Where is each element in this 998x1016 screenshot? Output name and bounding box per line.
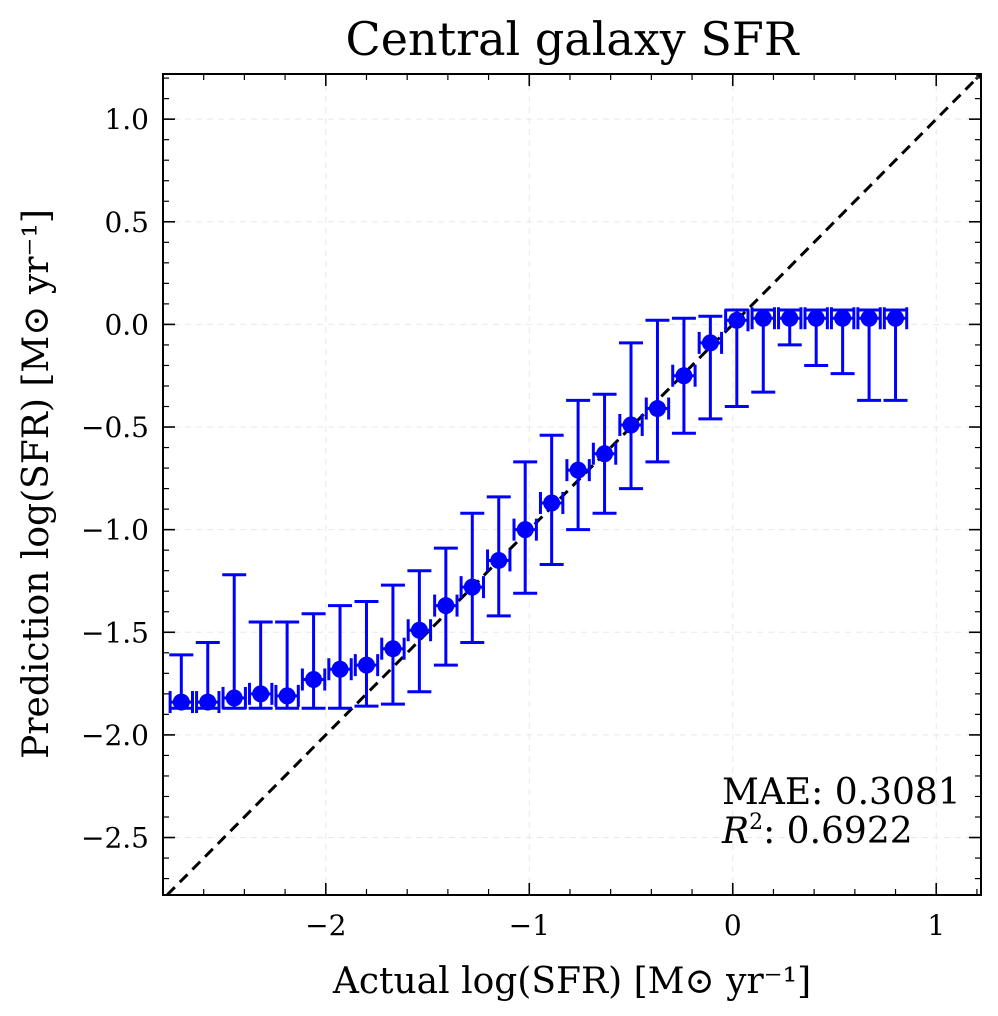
data-point-group [486, 495, 512, 618]
data-point [278, 687, 296, 705]
data-point-group [380, 583, 406, 706]
y-tick-label: −2.5 [81, 822, 149, 855]
data-point [199, 693, 217, 711]
data-point-group [274, 620, 300, 710]
data-point [887, 309, 905, 327]
chart-title: Central galaxy SFR [346, 12, 800, 66]
y-tick-label: −1.0 [81, 514, 149, 547]
data-point-group [750, 307, 776, 394]
data-point-group [591, 392, 618, 515]
data-point [305, 670, 323, 688]
data-point-group [565, 398, 591, 532]
data-point-group [882, 307, 909, 402]
data-point [754, 309, 772, 327]
data-point [622, 416, 640, 434]
data-point-group [221, 573, 247, 710]
r2-annotation: R2: 0.6922 [721, 810, 913, 852]
data-series [168, 307, 909, 714]
data-point [543, 494, 561, 512]
data-point [781, 309, 799, 327]
plot-frame [162, 73, 982, 896]
x-tick-label: 0 [724, 909, 742, 942]
data-point-group [856, 307, 882, 402]
data-point [172, 693, 190, 711]
data-point [331, 660, 349, 678]
data-point-group [697, 314, 724, 421]
data-point-group [300, 612, 327, 710]
axis-ticks [162, 74, 981, 895]
data-point [728, 311, 746, 329]
data-point-group [195, 641, 221, 714]
identity-line [166, 72, 983, 897]
data-point-group [538, 433, 565, 567]
data-point [834, 309, 852, 327]
identity-line-group [166, 72, 983, 897]
y-tick-label: 1.0 [104, 103, 149, 136]
data-point-group [777, 307, 803, 347]
r2-value: : 0.6922 [763, 811, 913, 852]
mae-annotation: MAE: 0.3081 [722, 772, 961, 813]
data-point-group [829, 307, 856, 376]
data-point [569, 461, 587, 479]
data-point [516, 521, 534, 539]
data-point [252, 685, 270, 703]
x-tick-label: 1 [927, 909, 945, 942]
data-point [701, 334, 719, 352]
x-tick-label: −1 [509, 909, 550, 942]
data-point [410, 621, 428, 639]
data-point-group [644, 318, 671, 464]
data-point-group [168, 653, 195, 714]
data-point-group [618, 341, 644, 491]
data-point [648, 400, 666, 418]
data-point [384, 640, 402, 658]
y-tick-label: −2.0 [81, 719, 149, 752]
grid [163, 74, 981, 895]
data-point-group [247, 620, 274, 710]
data-point-group [433, 546, 459, 667]
data-point-group [353, 599, 380, 708]
y-tick-label: −0.5 [81, 411, 149, 444]
data-point-group [671, 316, 697, 435]
tick-labels: −2 −1 0 1 1.0 0.5 0.0 −0.5 −1.0 −1.5 −2.0 −2.5 [81, 103, 945, 942]
y-tick-label: 0.0 [104, 308, 149, 341]
data-point-group [459, 511, 485, 645]
data-point-group [724, 308, 750, 409]
data-point-group [512, 460, 538, 595]
data-point [225, 689, 243, 707]
y-axis-label: Prediction log(SFR) [M⊙ yr⁻¹] [16, 209, 57, 759]
x-axis-label: Actual log(SFR) [M⊙ yr⁻¹] [332, 961, 811, 1002]
data-point-group [803, 307, 829, 367]
r2-symbol: R [721, 811, 749, 852]
data-point [675, 367, 693, 385]
r2-exponent: 2 [749, 810, 763, 835]
x-tick-label: −2 [305, 909, 346, 942]
data-point [596, 445, 614, 463]
data-point [437, 597, 455, 615]
data-point [860, 309, 878, 327]
y-tick-label: −1.5 [81, 616, 149, 649]
data-point [463, 578, 481, 596]
data-point-group [327, 604, 353, 710]
data-point [490, 551, 508, 569]
data-point [357, 656, 375, 674]
data-point-group [406, 569, 433, 694]
data-point [807, 309, 825, 327]
y-tick-label: 0.5 [104, 206, 149, 239]
